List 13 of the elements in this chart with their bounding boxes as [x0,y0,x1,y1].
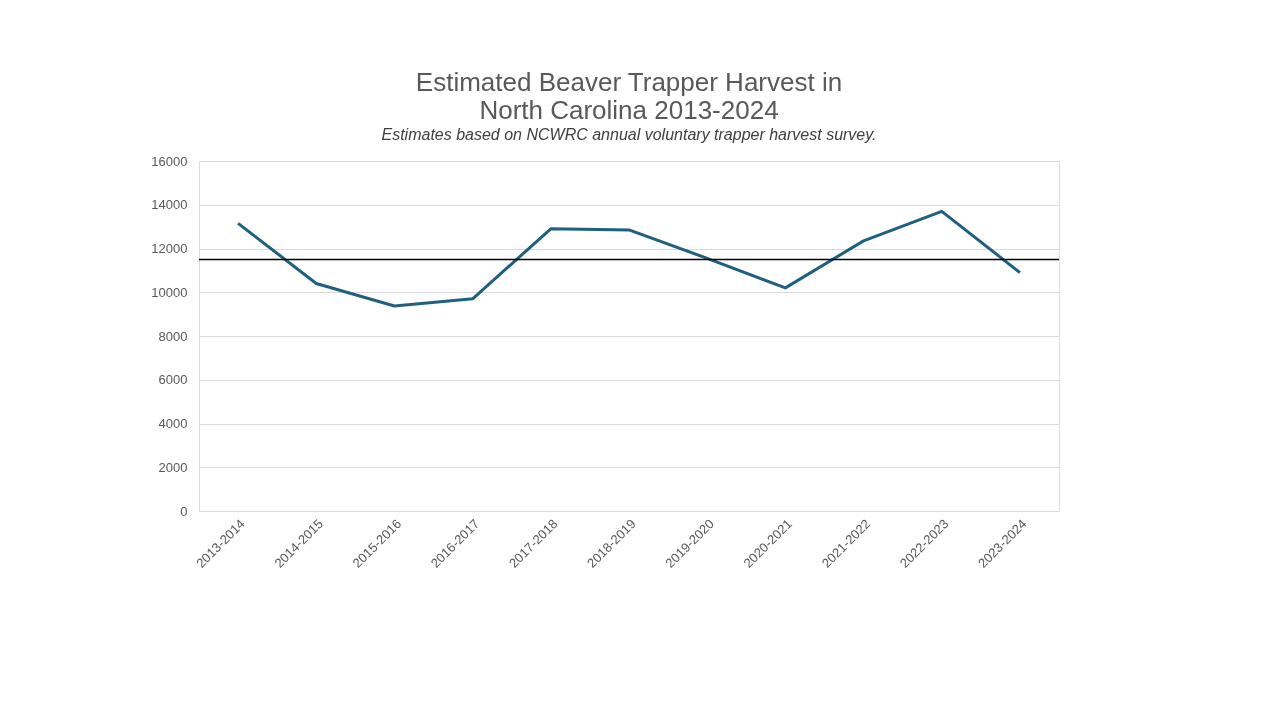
y-tick-label: 6000 [158,372,188,388]
y-tick-label: 2000 [158,459,188,475]
text: North Carolina 2013-2024 [479,95,779,125]
y-tick-label: 0 [180,503,188,519]
y-tick-label: 14000 [151,197,188,213]
y-tick-label: 10000 [151,284,188,300]
text: Estimated Beaver Trapper Harvest in [415,67,843,97]
y-tick-label: 16000 [151,153,188,169]
chart-subtitle: Estimates based on NCWRC annual voluntary trapper harvest survey. [381,126,877,143]
y-tick-label: 4000 [158,416,188,431]
line-series [236,209,1022,308]
y-tick-label: 8000 [158,328,188,344]
y-tick-label: 12000 [151,241,188,256]
